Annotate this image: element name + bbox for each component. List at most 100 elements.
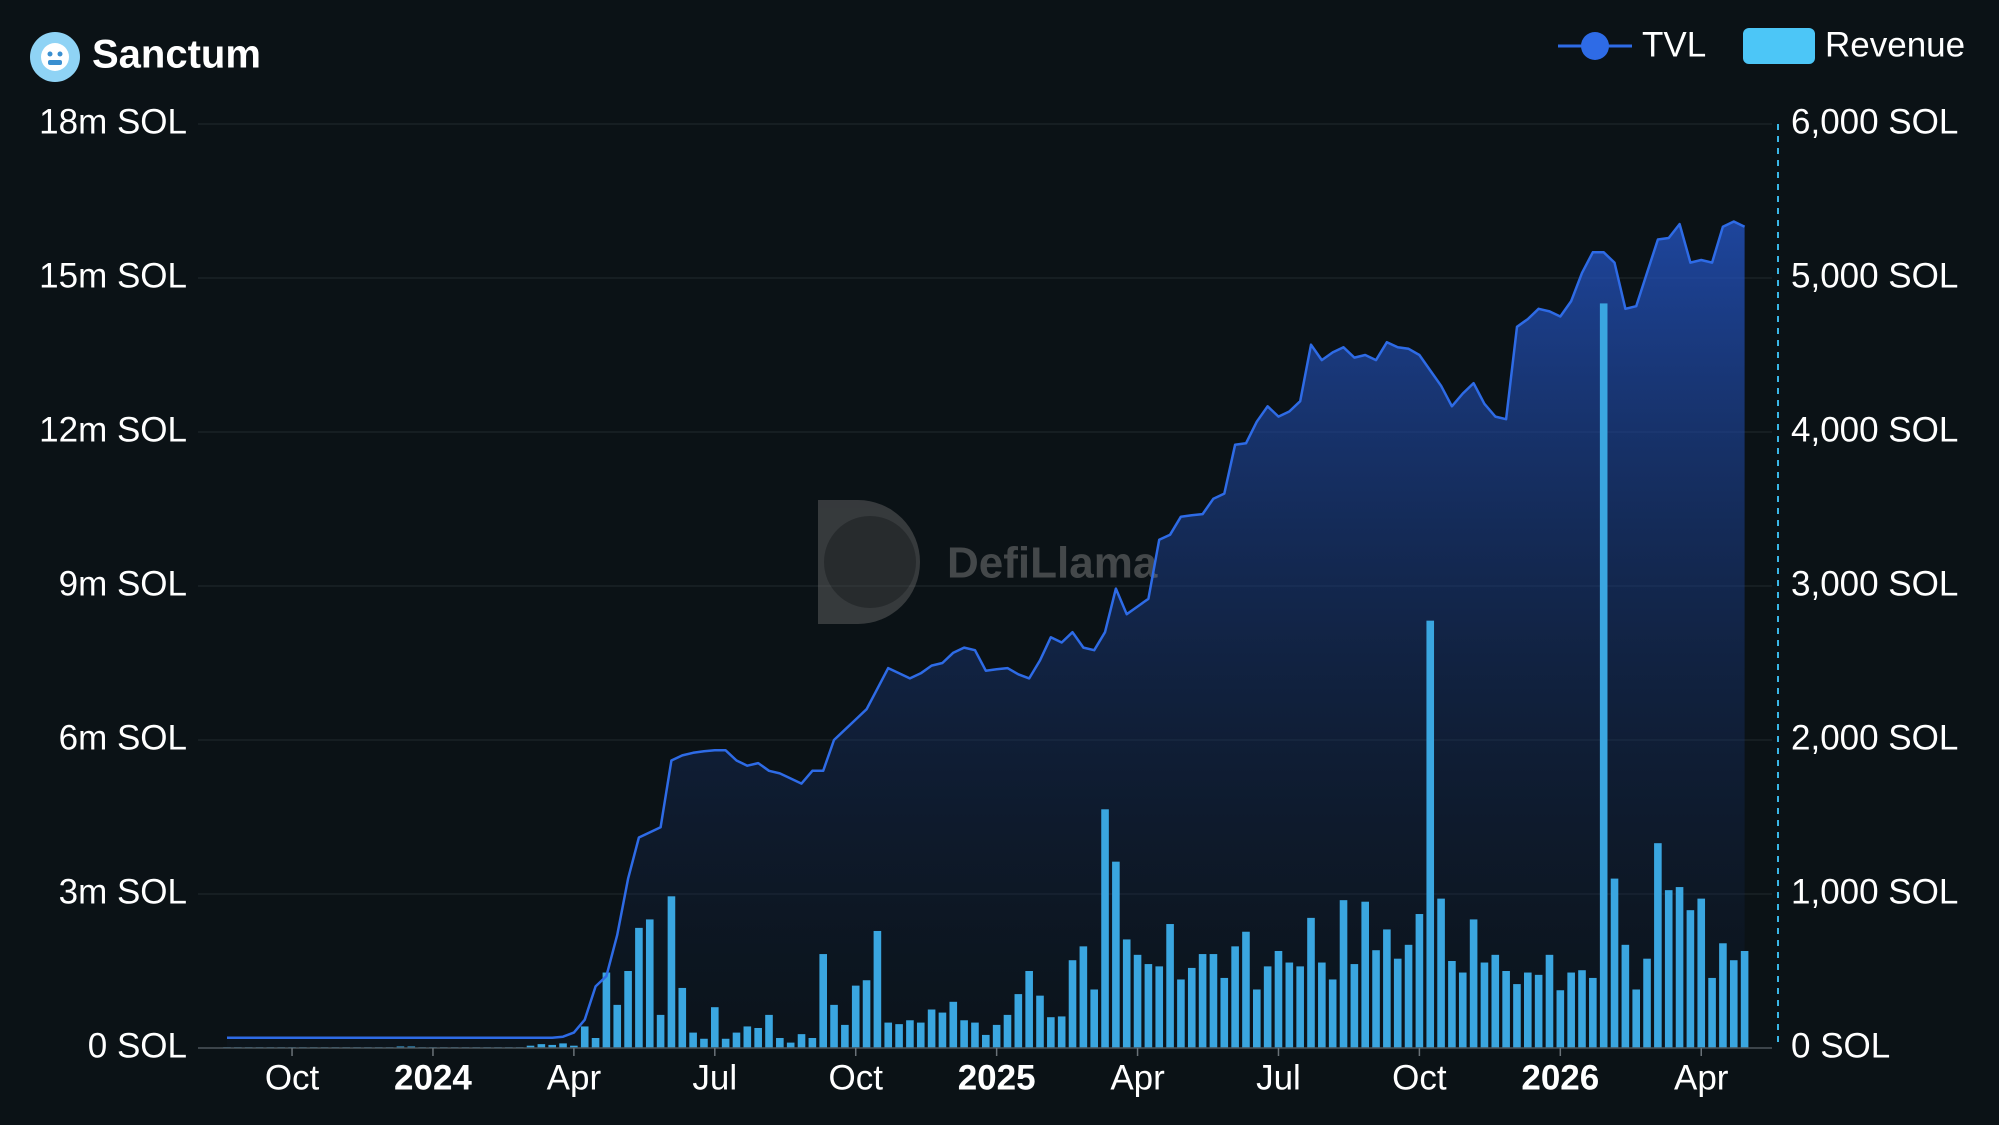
revenue-bar <box>1686 910 1695 1048</box>
revenue-bar <box>689 1032 697 1048</box>
revenue-bar <box>862 980 871 1048</box>
x-tick-label: Oct <box>1392 1058 1447 1097</box>
y-tick-label: 3m SOL <box>59 872 187 911</box>
revenue-bar <box>895 1024 903 1048</box>
legend-label: Revenue <box>1825 25 1965 64</box>
revenue-bar <box>1339 900 1348 1048</box>
revenue-bar <box>1112 861 1120 1048</box>
revenue-bar <box>1025 971 1033 1048</box>
y-tick-label: 0 SOL <box>88 1026 187 1065</box>
revenue-bar <box>1350 964 1359 1048</box>
x-tick-label: Oct <box>265 1058 320 1097</box>
revenue-bar <box>927 1009 936 1048</box>
revenue-bar <box>1740 950 1749 1048</box>
revenue-bar <box>1621 944 1630 1048</box>
revenue-bar <box>1469 919 1478 1048</box>
revenue-bar <box>1393 958 1402 1048</box>
watermark: DefiLlama <box>947 539 1158 588</box>
revenue-bar <box>711 1007 719 1048</box>
revenue-bar <box>1383 929 1391 1048</box>
revenue-bar <box>1242 931 1250 1048</box>
revenue-bar <box>613 1004 622 1048</box>
revenue-bar <box>1458 972 1467 1048</box>
revenue-bar <box>851 985 860 1048</box>
x-tick-label: 2026 <box>1521 1058 1599 1097</box>
revenue-bar <box>873 930 882 1048</box>
y-tick-label: 6m SOL <box>59 718 187 757</box>
revenue-bar <box>971 1022 979 1048</box>
revenue-bar <box>1404 944 1413 1048</box>
revenue-bar <box>1231 946 1239 1048</box>
revenue-bar <box>1448 960 1456 1048</box>
revenue-bar <box>1057 1016 1066 1048</box>
y2-tick-label: 1,000 SOL <box>1791 872 1958 911</box>
revenue-bar <box>1480 962 1489 1048</box>
revenue-bar <box>1610 878 1619 1048</box>
revenue-bar <box>1426 620 1435 1048</box>
revenue-bar <box>765 1014 773 1048</box>
revenue-bar <box>1274 950 1283 1048</box>
revenue-bar <box>1513 984 1521 1048</box>
x-tick-label: Oct <box>828 1058 883 1097</box>
revenue-bar <box>1589 977 1597 1048</box>
x-tick-label: Jul <box>692 1058 737 1097</box>
revenue-bar <box>1220 977 1229 1048</box>
y-tick-label: 15m SOL <box>39 256 187 295</box>
revenue-bar <box>1361 901 1369 1048</box>
revenue-bar <box>1708 977 1716 1048</box>
x-tick-label: Jul <box>1256 1058 1301 1097</box>
revenue-bar <box>526 1045 535 1048</box>
revenue-bar <box>754 1027 762 1048</box>
revenue-bar <box>776 1037 784 1048</box>
revenue-bar <box>1068 960 1077 1048</box>
revenue-bar <box>1155 966 1164 1048</box>
revenue-bar <box>1654 843 1662 1048</box>
revenue-bar <box>1187 967 1196 1048</box>
revenue-bar <box>1133 954 1142 1048</box>
revenue-bar <box>808 1037 817 1048</box>
revenue-bar <box>1697 898 1706 1048</box>
y2-tick-label: 4,000 SOL <box>1791 410 1958 449</box>
revenue-bar <box>1101 809 1109 1048</box>
revenue-bar <box>602 972 611 1048</box>
revenue-bar <box>1643 958 1651 1048</box>
revenue-bar <box>537 1044 546 1048</box>
revenue-bar <box>1296 966 1304 1048</box>
revenue-bar <box>1729 960 1738 1048</box>
revenue-bar <box>819 954 827 1048</box>
chart-title: Sanctum <box>92 33 261 77</box>
revenue-bar <box>1545 954 1554 1048</box>
revenue-bar <box>1036 995 1044 1048</box>
revenue-bar <box>1079 946 1088 1048</box>
revenue-bar <box>591 1037 600 1048</box>
revenue-bar <box>1047 1017 1055 1048</box>
revenue-bar <box>960 1020 968 1048</box>
revenue-bar <box>1209 954 1218 1048</box>
revenue-bar <box>1578 970 1586 1048</box>
revenue-bar <box>624 971 632 1048</box>
revenue-bar <box>645 919 654 1048</box>
revenue-bar <box>559 1043 567 1048</box>
revenue-bar <box>580 1026 589 1048</box>
revenue-bar <box>743 1026 752 1048</box>
x-tick-label: Apr <box>1110 1058 1165 1097</box>
revenue-bar <box>678 987 687 1048</box>
revenue-bar <box>1285 962 1294 1048</box>
revenue-bar <box>548 1044 556 1048</box>
revenue-bar <box>1556 990 1565 1048</box>
revenue-bar <box>1177 979 1185 1048</box>
revenue-bar <box>1122 939 1131 1048</box>
revenue-bar <box>786 1042 795 1048</box>
revenue-bar <box>797 1034 806 1048</box>
revenue-bar <box>1664 890 1673 1048</box>
revenue-bar <box>732 1032 741 1048</box>
x-tick-label: Apr <box>1674 1058 1729 1097</box>
revenue-bar <box>1198 954 1207 1048</box>
revenue-bar <box>396 1046 405 1048</box>
revenue-bar <box>830 1004 838 1048</box>
x-tick-label: 2024 <box>394 1058 472 1097</box>
revenue-bar <box>1090 989 1098 1048</box>
revenue-bar <box>906 1020 914 1048</box>
